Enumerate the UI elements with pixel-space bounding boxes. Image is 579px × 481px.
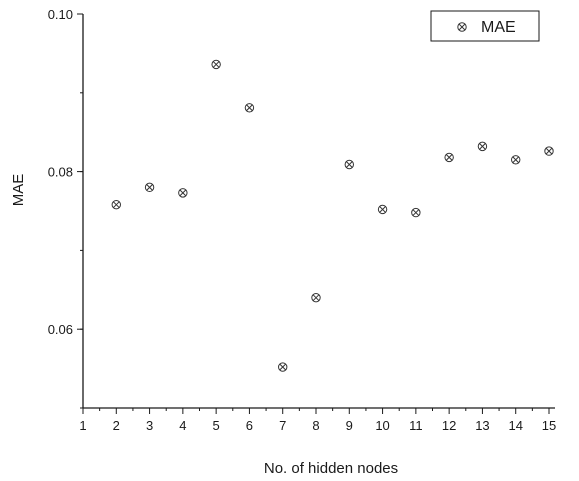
x-tick-label: 3 bbox=[146, 418, 153, 433]
x-axis-title: No. of hidden nodes bbox=[264, 460, 398, 477]
y-tick-label: 0.10 bbox=[48, 7, 73, 22]
x-tick-label: 13 bbox=[475, 418, 489, 433]
x-tick-label: 1 bbox=[79, 418, 86, 433]
data-points bbox=[111, 59, 554, 372]
legend-marker-icon bbox=[457, 22, 467, 32]
data-point bbox=[544, 146, 554, 156]
x-tick-label: 4 bbox=[179, 418, 186, 433]
y-tick-label: 0.08 bbox=[48, 165, 73, 180]
marker-cross bbox=[246, 104, 253, 112]
marker-cross bbox=[479, 143, 486, 150]
data-point bbox=[278, 362, 288, 372]
legend-marker bbox=[457, 22, 467, 32]
marker-cross bbox=[279, 363, 287, 371]
data-point bbox=[144, 182, 155, 193]
y-tick-label: 0.06 bbox=[48, 322, 73, 337]
data-point bbox=[511, 155, 521, 165]
data-point bbox=[311, 292, 321, 303]
x-tick-label: 15 bbox=[542, 418, 556, 433]
x-tick-label: 10 bbox=[375, 418, 389, 433]
marker-cross bbox=[146, 184, 153, 191]
y-ticks: 0.06 0.08 0.10 bbox=[48, 7, 83, 409]
data-point bbox=[211, 59, 221, 70]
data-point bbox=[178, 188, 188, 198]
x-tick-label: 2 bbox=[113, 418, 120, 433]
legend-label: MAE bbox=[481, 19, 516, 36]
x-tick-label: 8 bbox=[312, 418, 319, 433]
data-point bbox=[344, 159, 354, 170]
marker-cross bbox=[545, 147, 553, 155]
marker-cross bbox=[312, 294, 320, 302]
data-point bbox=[111, 199, 121, 210]
x-tick-label: 12 bbox=[442, 418, 456, 433]
marker-cross bbox=[512, 156, 520, 164]
x-tick-label: 14 bbox=[508, 418, 522, 433]
marker-cross bbox=[179, 189, 187, 197]
data-point bbox=[244, 103, 255, 113]
x-tick-label: 7 bbox=[279, 418, 286, 433]
legend: MAE bbox=[430, 10, 540, 42]
x-tick-label: 9 bbox=[346, 418, 353, 433]
x-ticks: 1 2 3 4 5 6 7 8 9 10 11 12 13 14 15 bbox=[79, 408, 556, 433]
axes bbox=[82, 14, 555, 409]
data-point bbox=[411, 207, 421, 218]
marker-cross bbox=[458, 23, 466, 31]
marker-cross bbox=[345, 161, 353, 168]
x-tick-label: 11 bbox=[409, 418, 423, 433]
x-tick-label: 6 bbox=[246, 418, 253, 433]
marker-cross bbox=[379, 206, 386, 213]
marker-cross bbox=[445, 154, 453, 161]
legend-box bbox=[430, 10, 540, 42]
x-tick-label: 5 bbox=[213, 418, 220, 433]
marker-cross bbox=[412, 209, 420, 216]
marker-cross bbox=[112, 201, 120, 209]
marker-cross bbox=[212, 61, 220, 68]
data-point bbox=[477, 141, 488, 152]
data-point bbox=[377, 204, 388, 215]
y-axis-title: MAE bbox=[10, 174, 27, 207]
data-point bbox=[444, 152, 454, 163]
